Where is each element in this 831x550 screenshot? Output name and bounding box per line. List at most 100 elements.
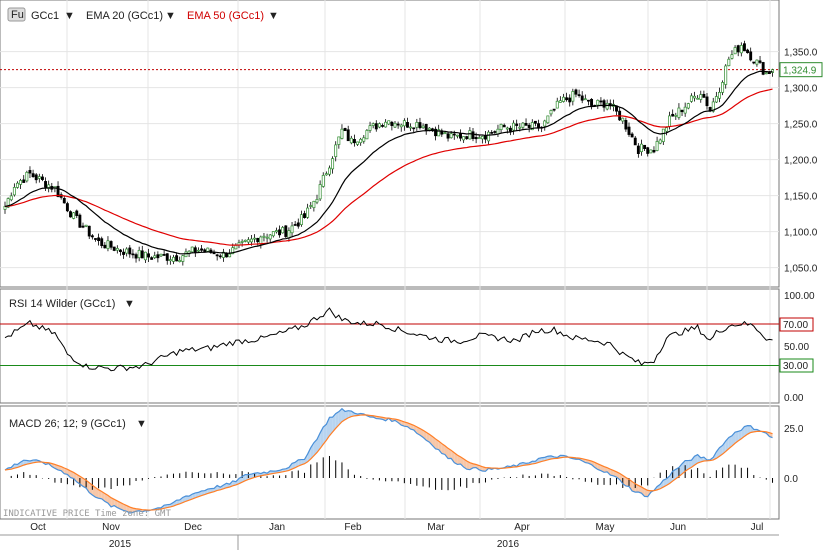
candle-body: [281, 227, 285, 234]
macd-fill-segment: [697, 454, 701, 464]
macd-fill-segment: [466, 460, 470, 470]
macd-menu-icon[interactable]: ▼: [136, 418, 147, 430]
ema50-label[interactable]: EMA 50 (GCc1): [187, 10, 264, 22]
candle-body: [640, 143, 643, 153]
candle-body: [621, 117, 625, 122]
macd-fill-segment: [685, 460, 689, 472]
candle-body: [711, 101, 715, 112]
month-label: Mar: [427, 522, 445, 533]
candle-body: [761, 62, 765, 75]
candle-body: [418, 122, 422, 129]
macd-label[interactable]: MACD 26; 12; 9 (GCc1): [9, 418, 126, 430]
candle-body: [571, 91, 575, 102]
candle-body: [178, 259, 182, 262]
candle-body: [225, 252, 228, 258]
candle-body: [365, 130, 369, 140]
candle-body: [699, 94, 703, 100]
candle-body: [9, 195, 13, 201]
candle-body: [496, 128, 500, 135]
macd-fill-segment: [89, 482, 93, 496]
ema20-label[interactable]: EMA 20 (GCc1): [86, 10, 163, 22]
ema20-line: [4, 70, 773, 255]
candle-body: [318, 184, 322, 200]
candle-body: [515, 123, 519, 126]
candle-body: [172, 256, 175, 262]
symbol-label[interactable]: GCc1: [31, 10, 59, 22]
rsi-lower-level: 30.00: [783, 361, 808, 372]
macd-fill-segment: [675, 467, 679, 479]
candle-body: [452, 133, 456, 136]
candle-body: [664, 127, 668, 132]
candle-body: [739, 45, 743, 54]
ema50-menu-icon[interactable]: ▼: [268, 10, 279, 22]
candle-body: [624, 120, 628, 130]
price-tick-label: 1,250.0: [784, 120, 818, 131]
candle-body: [487, 131, 491, 142]
candle-body: [371, 123, 375, 126]
rsi-line: [4, 307, 773, 372]
candle-body: [643, 144, 647, 150]
candle-body: [583, 98, 587, 101]
candle-body: [303, 213, 306, 218]
candle-body: [128, 247, 132, 255]
candle-body: [81, 225, 85, 228]
symbol-badge[interactable]: [7, 7, 26, 22]
candle-body: [683, 106, 687, 114]
month-label: Feb: [344, 522, 362, 533]
candle-body: [562, 96, 565, 102]
candle-body: [218, 255, 222, 258]
candle-body: [599, 100, 603, 103]
price-tick-label: 1,100.0: [784, 228, 818, 239]
rsi-tick-label: 100.00: [784, 291, 815, 302]
candle-body: [193, 247, 197, 253]
candle-body: [677, 107, 681, 118]
candle-body: [565, 97, 569, 101]
price-tick-label: 1,200.0: [784, 156, 818, 167]
candle-body: [758, 60, 762, 63]
macd-fill-segment: [95, 487, 99, 499]
candle-body: [162, 254, 166, 256]
macd-fill-segment: [719, 445, 723, 457]
candle-body: [412, 127, 416, 130]
macd-fill-segment: [735, 431, 739, 444]
ema20-menu-icon[interactable]: ▼: [165, 10, 176, 22]
candle-body: [293, 224, 297, 226]
candle-body: [465, 136, 469, 140]
rsi-tick-label: 50.00: [784, 342, 809, 353]
candle-body: [268, 234, 272, 240]
candle-body: [468, 130, 472, 140]
candle-body: [190, 246, 194, 253]
month-label: Jan: [269, 522, 285, 533]
candle-body: [490, 132, 494, 134]
candle-body: [727, 58, 731, 67]
candle-body: [714, 96, 718, 103]
macd-fill-segment: [123, 504, 127, 512]
macd-fill-segment: [747, 425, 751, 435]
macd-fill-segment: [604, 466, 608, 473]
candle-body: [40, 176, 44, 180]
macd-fill-segment: [597, 463, 601, 471]
candle-body: [44, 181, 48, 188]
candle-body: [331, 158, 335, 170]
candle-body: [381, 125, 384, 127]
candle-body: [402, 120, 406, 127]
candle-body: [328, 167, 331, 175]
candle-body: [31, 173, 35, 178]
candle-body: [505, 127, 509, 130]
rsi-label[interactable]: RSI 14 Wilder (GCc1): [9, 298, 115, 310]
macd-fill-segment: [292, 462, 296, 470]
candle-body: [346, 129, 350, 142]
candle-body: [399, 124, 403, 128]
candle-body: [658, 139, 662, 144]
rsi-menu-icon[interactable]: ▼: [124, 298, 135, 310]
candle-body: [271, 231, 275, 237]
candle-body: [256, 237, 260, 243]
macd-fill-segment: [463, 458, 467, 470]
symbol-menu-icon[interactable]: ▼: [64, 10, 75, 22]
candle-body: [156, 254, 160, 259]
rsi-upper-level: 70.00: [783, 320, 808, 331]
candle-body: [533, 120, 537, 124]
candle-body: [724, 65, 728, 85]
candle-body: [721, 82, 725, 93]
macd-fill-segment: [117, 500, 121, 510]
